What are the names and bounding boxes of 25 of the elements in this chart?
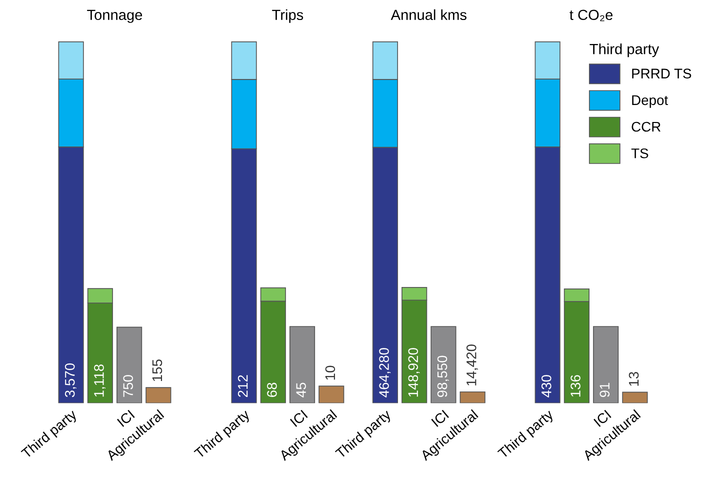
legend-title: Third party	[590, 44, 660, 58]
chart-title: Trips	[272, 9, 304, 23]
annotation: 430	[541, 375, 552, 398]
legend-label: CCR	[632, 122, 660, 132]
annotation: 750	[123, 375, 134, 397]
chart-title: Annual kms	[390, 9, 466, 20]
annotation: 68	[267, 382, 277, 397]
annotation: 98,550	[437, 356, 449, 397]
annotation: 464,280	[379, 348, 391, 398]
legend-label: TS	[631, 148, 648, 158]
annotation: 136	[570, 375, 580, 397]
annotation: 148,920	[408, 348, 420, 397]
annotation: 155	[152, 360, 162, 382]
chart-title: t CO₂e	[570, 10, 613, 22]
annotation: 91	[600, 382, 610, 397]
annotation: 13	[628, 372, 639, 386]
annotation: 212	[238, 375, 248, 397]
annotation: 10	[325, 366, 336, 380]
annotation: 45	[296, 382, 306, 398]
annotation: 1,118	[94, 364, 106, 397]
legend-label: PRRD TS	[632, 68, 692, 78]
chart-title: Tonnage	[87, 10, 142, 23]
annotation: 14,420	[466, 344, 478, 386]
legend-label: Depot	[632, 95, 668, 108]
annotation: 3,570	[64, 363, 76, 398]
